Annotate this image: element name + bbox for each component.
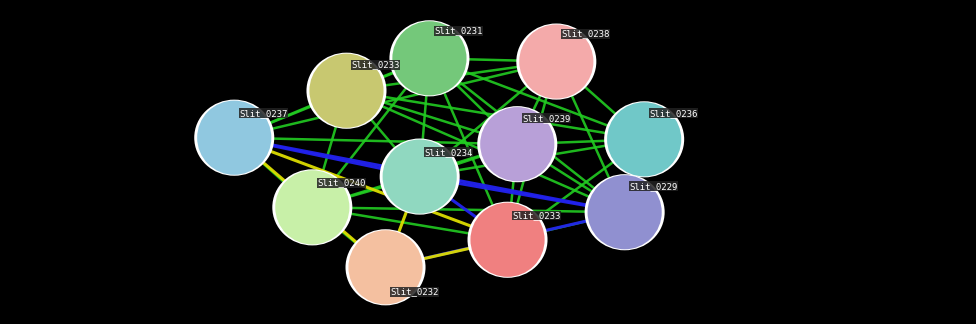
Ellipse shape — [389, 20, 469, 96]
Ellipse shape — [519, 25, 593, 98]
Text: Slit_0236: Slit_0236 — [649, 109, 698, 118]
Ellipse shape — [272, 169, 352, 245]
Text: Slit_0233: Slit_0233 — [351, 60, 400, 69]
Ellipse shape — [348, 230, 423, 304]
Text: Slit_0232: Slit_0232 — [390, 287, 439, 296]
Text: Slit_0239: Slit_0239 — [522, 114, 571, 123]
Ellipse shape — [480, 107, 554, 181]
Text: Slit_0237: Slit_0237 — [239, 109, 288, 118]
Ellipse shape — [470, 203, 545, 277]
Ellipse shape — [346, 229, 426, 305]
Text: Slit_0234: Slit_0234 — [425, 148, 473, 157]
Ellipse shape — [516, 24, 596, 99]
Text: Slit_0231: Slit_0231 — [434, 26, 483, 35]
Ellipse shape — [197, 101, 271, 175]
Ellipse shape — [477, 106, 557, 182]
Ellipse shape — [380, 139, 460, 214]
Ellipse shape — [588, 175, 662, 249]
Ellipse shape — [585, 174, 665, 250]
Ellipse shape — [275, 170, 349, 244]
Ellipse shape — [383, 140, 457, 214]
Text: Slit_0233: Slit_0233 — [512, 211, 561, 220]
Text: Slit_0229: Slit_0229 — [630, 182, 678, 191]
Text: Slit_0238: Slit_0238 — [561, 29, 610, 39]
Text: Slit_0240: Slit_0240 — [317, 179, 366, 188]
Ellipse shape — [194, 100, 274, 176]
Ellipse shape — [306, 53, 386, 129]
Ellipse shape — [604, 101, 684, 177]
Ellipse shape — [309, 54, 384, 128]
Ellipse shape — [607, 102, 681, 176]
Ellipse shape — [392, 21, 467, 95]
Ellipse shape — [468, 202, 548, 278]
